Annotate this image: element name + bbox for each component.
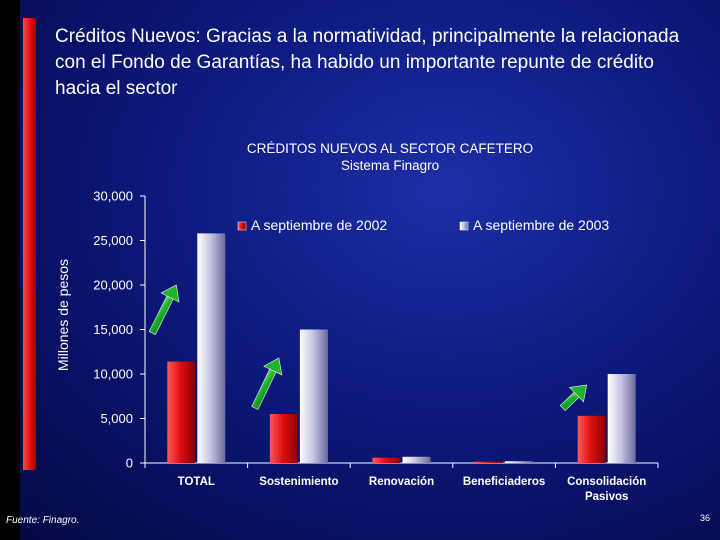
x-tick-label: TOTAL xyxy=(178,476,215,488)
y-tick-label: 15,000 xyxy=(93,322,133,337)
x-tick-label: Renovación xyxy=(369,476,434,488)
y-tick-label: 5,000 xyxy=(100,411,133,426)
chart-title-block: CRÉDITOS NUEVOS AL SECTOR CAFETERO Siste… xyxy=(190,140,590,174)
legend-label-0: A septiembre de 2002 xyxy=(251,217,387,233)
legend-label-1: A septiembre de 2003 xyxy=(473,217,609,233)
bar-2002-1 xyxy=(269,414,298,463)
bar-2002-2 xyxy=(372,457,401,463)
bar-2003-1 xyxy=(299,329,328,463)
bar-2002-4 xyxy=(577,415,606,463)
growth-arrow-1 xyxy=(251,357,283,410)
bar-2003-2 xyxy=(402,456,431,463)
x-tick-label: Sostenimiento xyxy=(259,476,338,488)
bar-2003-0 xyxy=(197,233,226,463)
arrow-head xyxy=(263,357,283,376)
plot-area: 0 5,000 10,000 15,000 20,000 25,000 30,000 Mill… xyxy=(55,189,659,503)
y-tick-label: 10,000 xyxy=(93,367,133,382)
chart-title: CRÉDITOS NUEVOS AL SECTOR CAFETERO xyxy=(246,141,534,156)
growth-arrow-2 xyxy=(559,384,588,411)
legend-swatch-1 xyxy=(459,221,469,231)
accent-stripe xyxy=(23,18,36,470)
y-tick-label: 20,000 xyxy=(93,278,133,293)
slide-headline: Créditos Nuevos: Gracias a la normativid… xyxy=(55,26,680,99)
chart-subtitle: Sistema Finagro xyxy=(340,158,440,173)
arrow-shaft xyxy=(148,293,175,335)
x-tick-label: Beneficiaderos xyxy=(463,476,545,488)
growth-arrow-0 xyxy=(148,284,180,335)
bar-2002-0 xyxy=(167,361,196,463)
arrow-head xyxy=(160,284,180,303)
arrow-head xyxy=(569,384,588,403)
y-tick-label: 25,000 xyxy=(93,233,133,248)
bar-2003-3 xyxy=(505,461,534,463)
legend-swatch-0 xyxy=(237,221,247,231)
x-tick-label: Pasivos xyxy=(585,491,628,503)
bar-2002-3 xyxy=(475,461,504,463)
page-number: 36 xyxy=(700,513,711,523)
x-tick-label: Consolidación xyxy=(567,476,646,488)
bar-2003-4 xyxy=(607,374,636,463)
arrow-shaft xyxy=(251,366,278,410)
y-tick-label: 30,000 xyxy=(93,189,133,204)
source-note: Fuente: Finagro. xyxy=(6,515,80,526)
y-axis-label: Millones de pesos xyxy=(55,259,71,371)
y-tick-label: 0 xyxy=(126,456,133,471)
left-black-band xyxy=(0,0,20,540)
